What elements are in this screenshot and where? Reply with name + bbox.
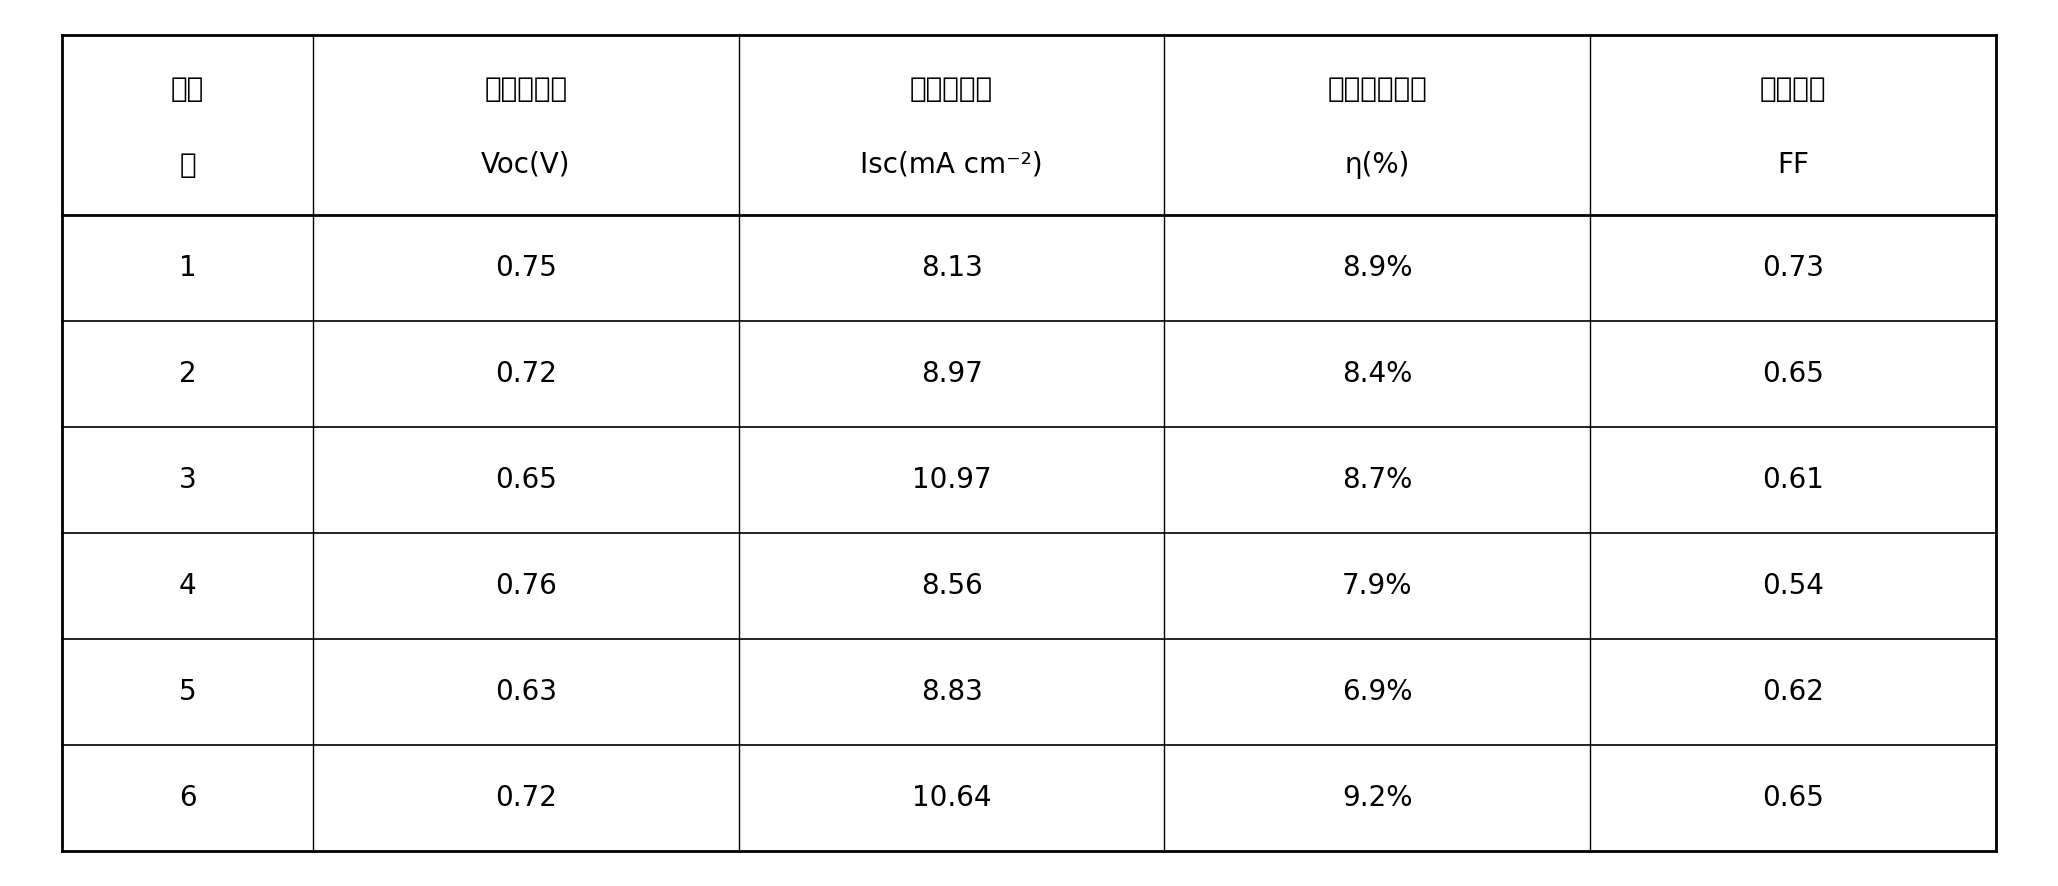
Text: 3: 3 [179, 466, 196, 494]
Text: 8.4%: 8.4% [1342, 360, 1412, 388]
Text: 7.9%: 7.9% [1342, 571, 1412, 600]
Text: 8.9%: 8.9% [1342, 253, 1412, 282]
Text: 2: 2 [179, 360, 196, 388]
Text: 开路光电压: 开路光电压 [484, 75, 568, 104]
Text: 实施: 实施 [171, 75, 204, 104]
Text: Isc(mA cm⁻²): Isc(mA cm⁻²) [860, 151, 1043, 179]
Text: 0.65: 0.65 [1762, 360, 1823, 388]
Text: 0.72: 0.72 [496, 783, 558, 812]
Text: 1: 1 [179, 253, 196, 282]
Text: 0.65: 0.65 [496, 466, 558, 494]
Text: 4: 4 [179, 571, 196, 600]
Text: 例: 例 [179, 151, 196, 179]
Text: 0.65: 0.65 [1762, 783, 1823, 812]
Text: 6: 6 [179, 783, 196, 812]
Text: 0.72: 0.72 [496, 360, 558, 388]
Text: 6.9%: 6.9% [1342, 678, 1412, 705]
Text: Voc(V): Voc(V) [482, 151, 570, 179]
Text: 光电转换效率: 光电转换效率 [1327, 75, 1426, 104]
Text: 0.63: 0.63 [496, 678, 558, 705]
Text: 8.56: 8.56 [920, 571, 982, 600]
Text: 0.54: 0.54 [1762, 571, 1823, 600]
Text: 10.97: 10.97 [912, 466, 992, 494]
Text: 0.75: 0.75 [496, 253, 558, 282]
Text: 8.83: 8.83 [920, 678, 982, 705]
Text: 8.13: 8.13 [920, 253, 982, 282]
Text: 0.73: 0.73 [1762, 253, 1823, 282]
Text: 5: 5 [179, 678, 196, 705]
Text: 0.61: 0.61 [1762, 466, 1823, 494]
Text: 0.62: 0.62 [1762, 678, 1823, 705]
Text: η(%): η(%) [1344, 151, 1410, 179]
Text: FF: FF [1778, 151, 1809, 179]
Text: 短路光电流: 短路光电流 [910, 75, 994, 104]
Text: 0.76: 0.76 [496, 571, 558, 600]
Text: 8.7%: 8.7% [1342, 466, 1412, 494]
Text: 9.2%: 9.2% [1342, 783, 1412, 812]
Text: 填充因子: 填充因子 [1760, 75, 1825, 104]
Text: 10.64: 10.64 [912, 783, 992, 812]
Text: 8.97: 8.97 [920, 360, 982, 388]
